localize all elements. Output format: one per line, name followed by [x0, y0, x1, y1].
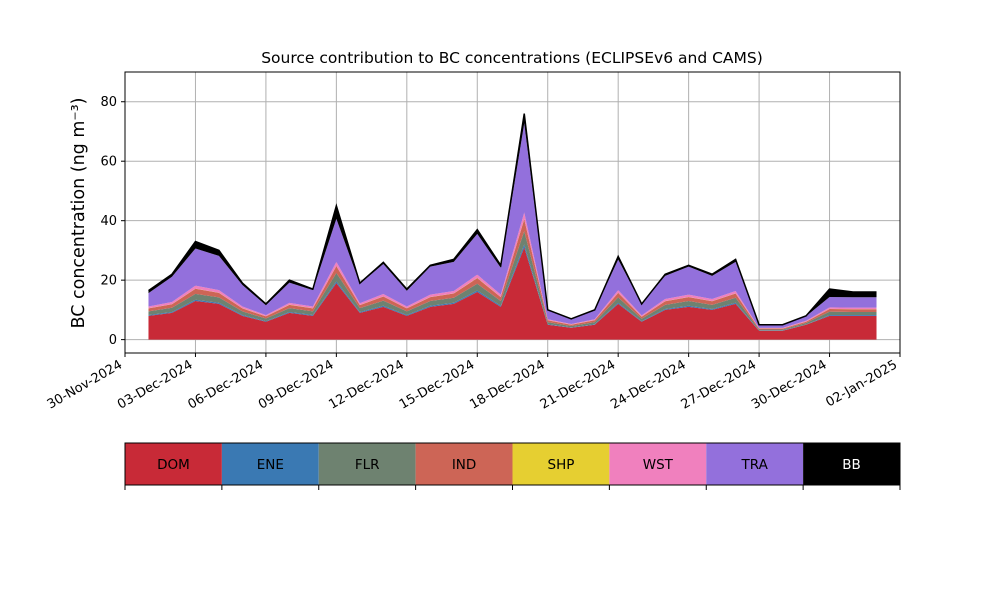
x-tick-label: 30-Dec-2024 — [749, 357, 829, 412]
x-tick-label: 18-Dec-2024 — [467, 357, 547, 412]
legend-label-tra: TRA — [741, 457, 769, 473]
legend-swatch-shp — [512, 443, 610, 485]
legend-swatch-dom — [125, 443, 222, 485]
legend-label-flr: FLR — [355, 457, 380, 473]
y-tick-label: 60 — [100, 155, 117, 170]
legend-swatch-ind — [415, 443, 513, 485]
legend-swatch-ene — [221, 443, 319, 485]
y-tick-label: 80 — [100, 95, 117, 110]
stacked-areas — [148, 113, 877, 340]
x-tick-label: 27-Dec-2024 — [679, 357, 759, 412]
x-tick-label: 02-Jan-2025 — [823, 357, 900, 410]
legend-frame — [124, 442, 901, 486]
legend-swatch-bb — [803, 443, 900, 485]
x-tick-label: 30-Nov-2024 — [45, 357, 125, 412]
y-tick-label: 0 — [109, 333, 117, 348]
total-outline — [148, 113, 877, 326]
legend-swatch-tra — [706, 443, 804, 485]
plot-frame — [124, 71, 901, 354]
legend-label-dom: DOM — [157, 457, 190, 473]
legend-label-ene: ENE — [257, 457, 284, 473]
legend-swatch-flr — [318, 443, 416, 485]
chart-title: Source contribution to BC concentrations… — [261, 49, 763, 67]
y-tick-label: 40 — [100, 214, 117, 229]
x-axis-ticks: 30-Nov-202403-Dec-202406-Dec-202409-Dec-… — [45, 353, 901, 413]
x-tick-label: 12-Dec-2024 — [326, 357, 406, 412]
legend-label-ind: IND — [452, 457, 476, 473]
area-tra — [148, 123, 877, 328]
x-tick-label: 09-Dec-2024 — [256, 357, 336, 412]
legend-swatch-wst — [609, 443, 707, 485]
legend-label-bb: BB — [842, 457, 861, 473]
x-tick-label: 06-Dec-2024 — [186, 357, 266, 412]
x-tick-label: 15-Dec-2024 — [397, 357, 477, 412]
legend-label-wst: WST — [643, 457, 674, 473]
legend-colorbar: DOM ENE FLR IND SHP WST TRA BB — [124, 442, 901, 490]
area-flr — [148, 231, 877, 331]
y-tick-label: 20 — [100, 274, 117, 289]
area-dom — [148, 247, 877, 340]
x-tick-label: 24-Dec-2024 — [608, 357, 688, 412]
y-axis-label: BC concentration (ng m⁻³) — [69, 98, 89, 329]
x-tick-label: 21-Dec-2024 — [538, 357, 618, 412]
x-tick-label: 03-Dec-2024 — [115, 357, 195, 412]
y-axis-ticks: 0 20 40 60 80 — [100, 95, 125, 348]
legend-label-shp: SHP — [548, 457, 575, 473]
